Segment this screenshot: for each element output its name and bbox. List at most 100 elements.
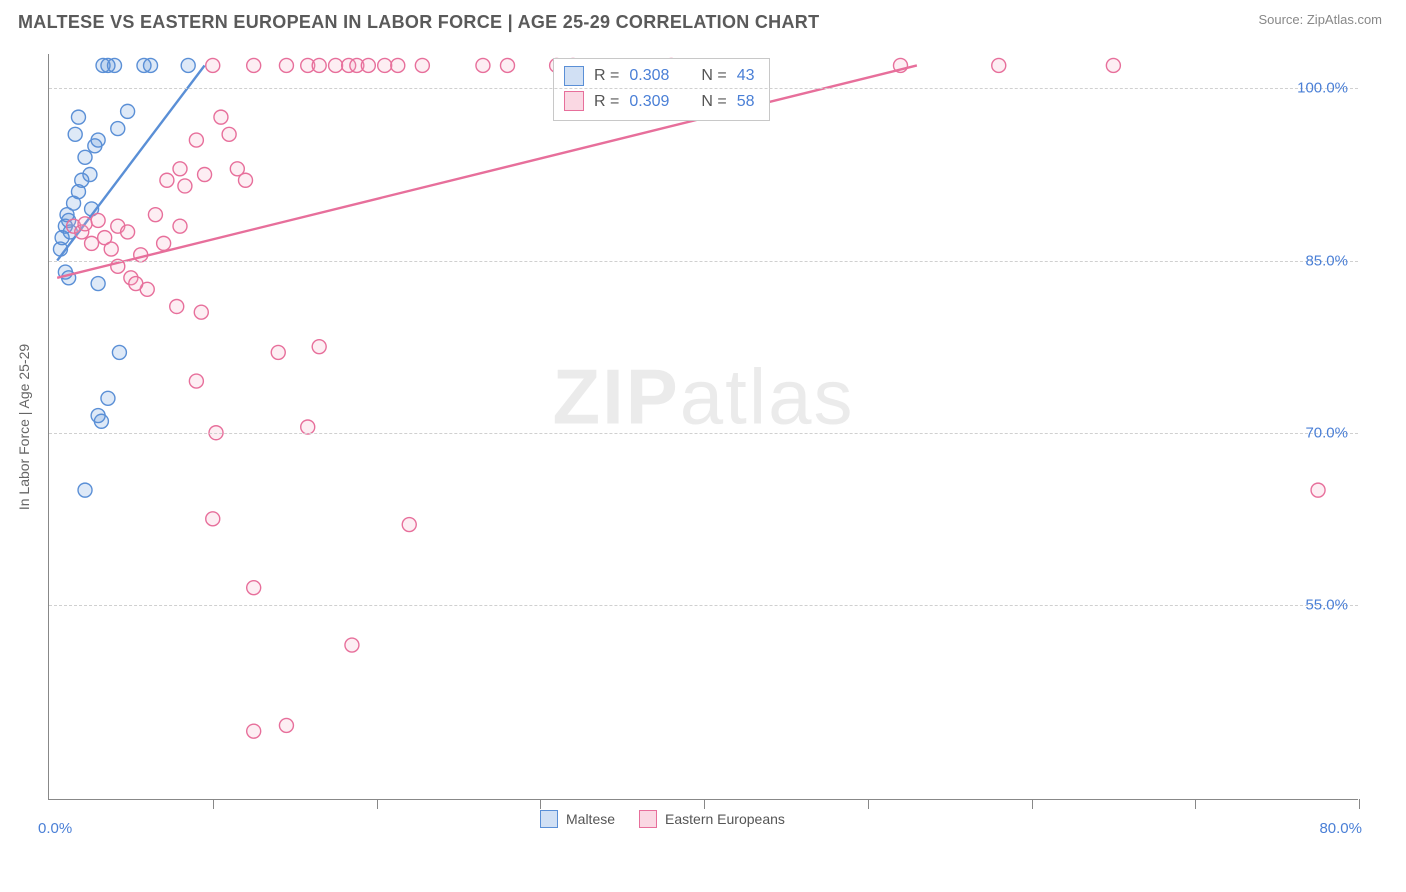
data-point — [160, 173, 174, 187]
gridline — [49, 261, 1358, 262]
data-point — [247, 58, 261, 72]
x-tick — [377, 799, 378, 809]
data-point — [345, 638, 359, 652]
legend-item: Eastern Europeans — [639, 810, 785, 828]
stat-n-value: 58 — [737, 89, 755, 115]
data-point — [85, 236, 99, 250]
legend-swatch — [639, 810, 657, 828]
gridline — [49, 433, 1358, 434]
data-point — [189, 133, 203, 147]
data-point — [271, 345, 285, 359]
x-axis-max-label: 80.0% — [1319, 820, 1362, 837]
y-axis-label: In Labor Force | Age 25-29 — [16, 344, 32, 510]
stat-r-label: R = — [594, 89, 619, 115]
data-point — [206, 58, 220, 72]
stat-n-value: 43 — [737, 63, 755, 89]
data-point — [415, 58, 429, 72]
data-point — [144, 58, 158, 72]
data-point — [501, 58, 515, 72]
data-point — [247, 581, 261, 595]
data-point — [239, 173, 253, 187]
data-point — [170, 299, 184, 313]
stat-r-label: R = — [594, 63, 619, 89]
data-point — [214, 110, 228, 124]
chart-header: MALTESE VS EASTERN EUROPEAN IN LABOR FOR… — [0, 0, 1406, 41]
x-tick — [868, 799, 869, 809]
stat-r-value: 0.309 — [629, 89, 669, 115]
data-point — [78, 483, 92, 497]
data-point — [108, 58, 122, 72]
series-swatch — [564, 66, 584, 86]
data-point — [101, 391, 115, 405]
gridline — [49, 605, 1358, 606]
data-point — [198, 168, 212, 182]
data-point — [992, 58, 1006, 72]
data-point — [1106, 58, 1120, 72]
data-point — [279, 718, 293, 732]
data-point — [312, 58, 326, 72]
data-point — [178, 179, 192, 193]
data-point — [189, 374, 203, 388]
y-tick-label: 100.0% — [1297, 80, 1348, 97]
data-point — [71, 110, 85, 124]
data-point — [361, 58, 375, 72]
chart-title: MALTESE VS EASTERN EUROPEAN IN LABOR FOR… — [18, 12, 819, 33]
gridline — [49, 88, 1358, 89]
data-point — [279, 58, 293, 72]
x-tick — [540, 799, 541, 809]
legend-swatch — [540, 810, 558, 828]
data-point — [94, 414, 108, 428]
plot-area: ZIPatlas R =0.308N =43R =0.309N =58 55.0… — [48, 54, 1358, 800]
data-point — [378, 58, 392, 72]
legend-item: Maltese — [540, 810, 615, 828]
x-tick — [1195, 799, 1196, 809]
data-point — [78, 150, 92, 164]
legend-label: Eastern Europeans — [665, 811, 785, 827]
stat-n-label: N = — [701, 89, 726, 115]
stat-n-label: N = — [701, 63, 726, 89]
x-tick — [1032, 799, 1033, 809]
data-point — [111, 122, 125, 136]
x-tick — [704, 799, 705, 809]
data-point — [173, 162, 187, 176]
data-point — [402, 518, 416, 532]
data-point — [91, 213, 105, 227]
data-point — [121, 104, 135, 118]
data-point — [78, 217, 92, 231]
data-point — [121, 225, 135, 239]
stats-row: R = 0.308 N = 43 — [564, 63, 755, 89]
series-legend: Maltese Eastern Europeans — [540, 810, 785, 828]
data-point — [391, 58, 405, 72]
series-swatch — [564, 91, 584, 111]
data-point — [112, 345, 126, 359]
x-axis-min-label: 0.0% — [38, 820, 72, 837]
data-point — [329, 58, 343, 72]
data-point — [104, 242, 118, 256]
stat-r-value: 0.308 — [629, 63, 669, 89]
data-point — [148, 208, 162, 222]
scatter-svg — [49, 54, 1358, 799]
data-point — [312, 340, 326, 354]
data-point — [181, 58, 195, 72]
data-point — [476, 58, 490, 72]
source-attribution: Source: ZipAtlas.com — [1258, 12, 1382, 27]
x-tick — [213, 799, 214, 809]
y-tick-label: 55.0% — [1305, 596, 1348, 613]
data-point — [68, 127, 82, 141]
data-point — [206, 512, 220, 526]
y-tick-label: 85.0% — [1305, 252, 1348, 269]
data-point — [91, 277, 105, 291]
y-tick-label: 70.0% — [1305, 424, 1348, 441]
x-tick — [1359, 799, 1360, 809]
data-point — [194, 305, 208, 319]
data-point — [1311, 483, 1325, 497]
data-point — [157, 236, 171, 250]
data-point — [129, 277, 143, 291]
data-point — [83, 168, 97, 182]
data-point — [222, 127, 236, 141]
legend-label: Maltese — [566, 811, 615, 827]
data-point — [247, 724, 261, 738]
stats-row: R = 0.309 N = 58 — [564, 89, 755, 115]
data-point — [173, 219, 187, 233]
y-axis-label-container: In Labor Force | Age 25-29 — [14, 54, 34, 800]
